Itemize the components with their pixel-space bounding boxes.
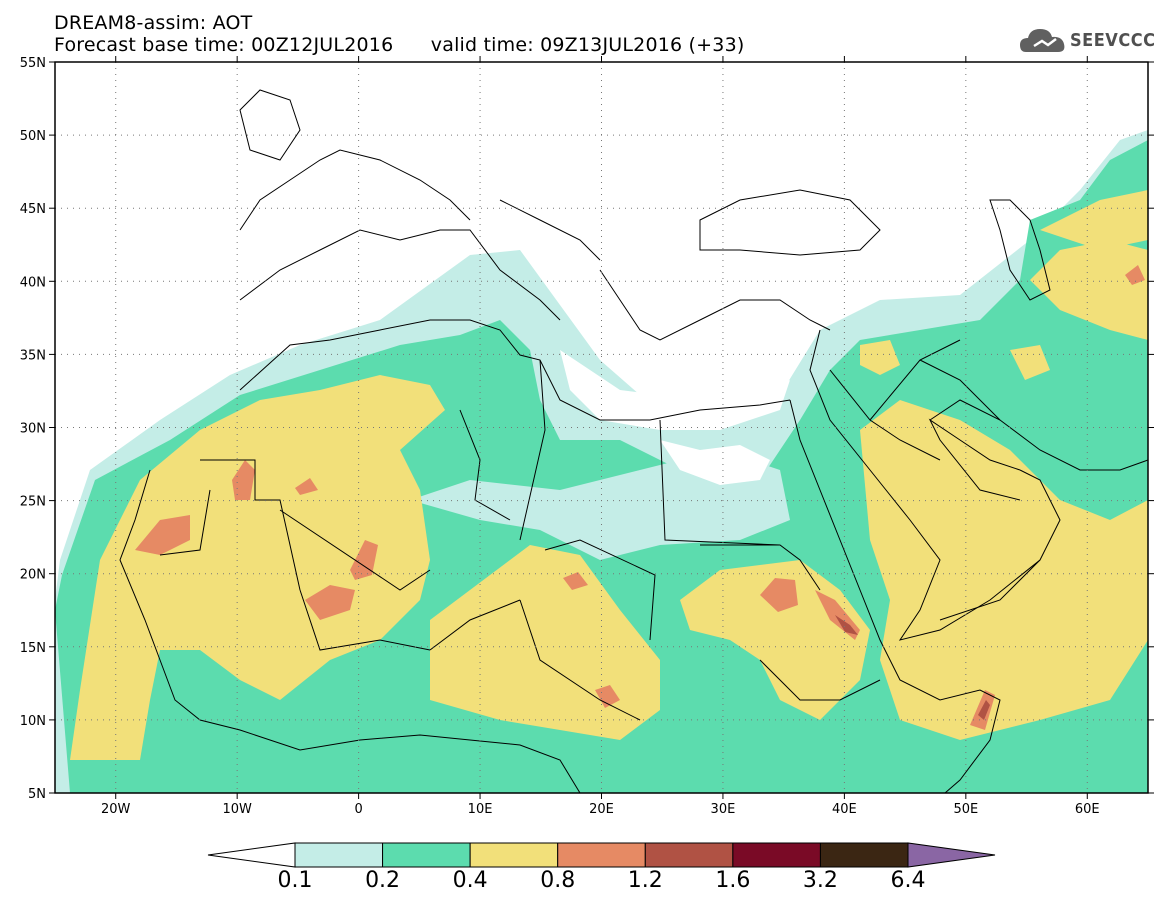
colorbar-over-triangle bbox=[907, 842, 996, 868]
lon-tick-label: 0 bbox=[354, 802, 362, 817]
colorbar: 0.1 0.2 0.4 0.8 1.2 1.6 3.2 6.4 bbox=[207, 842, 996, 893]
lat-tick-label: 55N bbox=[20, 56, 46, 71]
coastlines-and-borders bbox=[119, 89, 1148, 793]
aot-contour-0.8-chad bbox=[563, 572, 588, 590]
title-line-1: DREAM8-assim: AOT bbox=[54, 12, 253, 34]
title-line-2: Forecast base time: 00Z12JUL2016 valid t… bbox=[54, 34, 745, 56]
map-grid bbox=[55, 62, 1148, 793]
coastline-europe bbox=[239, 149, 601, 261]
coastline-caspian bbox=[989, 199, 1051, 301]
coastline-arabia bbox=[809, 329, 1061, 641]
border-sahel bbox=[159, 489, 881, 721]
aot-contour-0.8-algeria bbox=[350, 540, 378, 580]
aot-clear-region-north-africa bbox=[410, 450, 790, 560]
coastline-black-sea bbox=[699, 189, 881, 256]
logo-text: SEEVCCC bbox=[1070, 30, 1156, 51]
aot-contour-0.8-mali bbox=[305, 585, 355, 620]
border-sahara bbox=[200, 359, 821, 641]
aot-contour-0.4-west-sahara bbox=[70, 375, 445, 760]
colorbar-segment bbox=[294, 842, 384, 868]
aot-contour-0.8-car bbox=[595, 685, 620, 708]
lat-tick-label: 15N bbox=[20, 641, 46, 656]
seevccc-logo: SEEVCCC bbox=[1018, 24, 1158, 58]
aot-contour-0.4-iran-east bbox=[1010, 345, 1050, 380]
lat-tick-label: 25N bbox=[20, 495, 46, 510]
aot-contour-0.8-iran bbox=[1125, 265, 1145, 285]
lat-tick-label: 35N bbox=[20, 348, 46, 363]
axis-tick-labels: 55N 50N 45N 40N 35N 30N 25N 20N 15N 10N 5N 20W 10W 0 1… bbox=[20, 56, 1100, 817]
colorbar-segment bbox=[382, 842, 471, 868]
colorbar-label: 3.2 bbox=[803, 868, 838, 893]
lon-tick-label: 50E bbox=[953, 802, 978, 817]
coastline-west-africa bbox=[119, 469, 581, 793]
aot-contour-1.2-eritrea bbox=[835, 615, 858, 635]
aot-contour-0.4-caspian bbox=[1040, 190, 1148, 250]
lon-tick-label: 60E bbox=[1075, 802, 1100, 817]
lat-tick-label: 20N bbox=[20, 568, 46, 583]
colorbar-label: 0.8 bbox=[540, 868, 575, 893]
aot-contour-0.8-sudan bbox=[760, 578, 798, 612]
lon-tick-label: 20E bbox=[589, 802, 614, 817]
cloud-icon bbox=[1020, 29, 1065, 52]
colorbar-under-triangle bbox=[207, 842, 296, 868]
aot-contour-0.4-iraq bbox=[860, 340, 900, 375]
aot-clear-region-libya bbox=[560, 350, 790, 430]
lon-tick-label: 10W bbox=[222, 802, 252, 817]
lon-tick-label: 40E bbox=[832, 802, 857, 817]
colorbar-label: 1.6 bbox=[715, 868, 750, 893]
aot-contour-0.8-morocco bbox=[295, 478, 318, 495]
lon-tick-label: 20W bbox=[101, 802, 131, 817]
colorbar-segment bbox=[557, 842, 646, 868]
coastline-uk bbox=[239, 89, 301, 161]
lat-tick-label: 45N bbox=[20, 202, 46, 217]
colorbar-label: 0.2 bbox=[365, 868, 400, 893]
colorbar-label: 0.4 bbox=[453, 868, 488, 893]
coastline-red-sea bbox=[789, 399, 1001, 793]
lon-tick-label: 30E bbox=[711, 802, 736, 817]
lat-tick-label: 40N bbox=[20, 275, 46, 290]
colorbar-label: 6.4 bbox=[891, 868, 926, 893]
lon-tick-label: 10E bbox=[468, 802, 493, 817]
colorbar-segment bbox=[732, 842, 821, 868]
aot-contour-0.4-arabia bbox=[860, 400, 1148, 740]
aot-contour-0.8-mauritania bbox=[135, 515, 190, 555]
coastline-mediterranean bbox=[239, 229, 831, 341]
aot-contour-0.8-tindouf bbox=[232, 460, 255, 500]
colorbar-label: 0.1 bbox=[278, 868, 313, 893]
colorbar-segment bbox=[469, 842, 559, 868]
aot-clear-region-egypt bbox=[660, 440, 770, 485]
colorbar-segment bbox=[819, 842, 909, 868]
aot-contour-0.4-iran bbox=[1030, 240, 1148, 340]
colorbar-segment bbox=[644, 842, 734, 868]
colorbar-label: 1.2 bbox=[628, 868, 663, 893]
lat-tick-label: 10N bbox=[20, 714, 46, 729]
lat-tick-label: 5N bbox=[28, 787, 46, 802]
coastline-north-africa bbox=[239, 319, 791, 421]
lat-tick-label: 50N bbox=[20, 129, 46, 144]
axis-ticks bbox=[49, 56, 1154, 799]
coastline-iran bbox=[929, 399, 1148, 471]
border-middle-east bbox=[829, 339, 1041, 621]
lat-tick-label: 30N bbox=[20, 422, 46, 437]
aot-contour-1.2-somalia bbox=[978, 700, 990, 720]
